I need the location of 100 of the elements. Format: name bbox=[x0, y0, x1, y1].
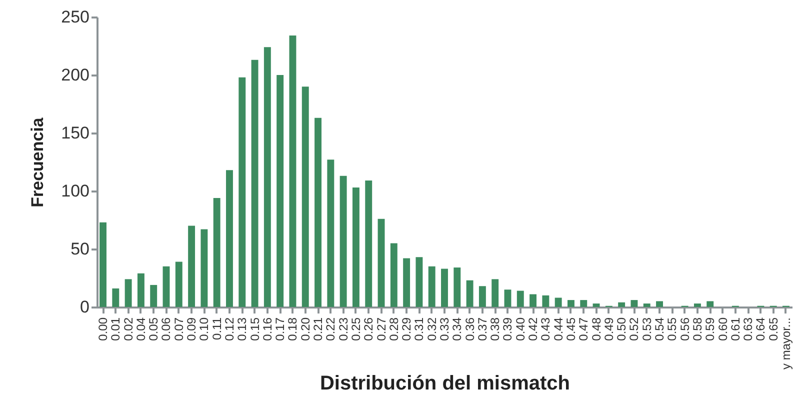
x-tick-label: 0.65 bbox=[766, 317, 780, 341]
bar bbox=[580, 300, 588, 307]
x-tick-label: 0.06 bbox=[159, 317, 174, 341]
x-tick-label: 0.11 bbox=[210, 317, 224, 340]
bar bbox=[175, 262, 182, 307]
bar bbox=[441, 268, 448, 307]
y-tick-label: 250 bbox=[61, 8, 90, 26]
bar bbox=[568, 300, 574, 307]
bar bbox=[643, 304, 650, 307]
bar bbox=[100, 222, 106, 307]
x-tick-label: 0.42 bbox=[526, 317, 540, 341]
bar bbox=[706, 301, 714, 307]
x-tick-label: 0.63 bbox=[741, 317, 756, 341]
bar bbox=[226, 170, 233, 307]
x-tick-label: 0.44 bbox=[551, 317, 566, 341]
bar bbox=[516, 290, 524, 307]
y-tick-label: 200 bbox=[61, 66, 90, 84]
x-tick-label: 0.26 bbox=[362, 317, 376, 341]
bar bbox=[592, 304, 600, 307]
bar bbox=[454, 268, 461, 307]
bar bbox=[264, 47, 271, 307]
bar bbox=[630, 300, 638, 307]
bar bbox=[542, 295, 550, 307]
x-tick-label: 0.34 bbox=[450, 317, 464, 341]
bar bbox=[390, 243, 398, 307]
x-tick-label: 0.56 bbox=[678, 317, 692, 341]
bar bbox=[188, 226, 196, 307]
bar bbox=[162, 266, 170, 307]
x-tick-label: 0.04 bbox=[134, 317, 148, 341]
bar bbox=[213, 198, 220, 307]
x-tick-label: 0.60 bbox=[716, 317, 730, 341]
x-tick-label: 0.50 bbox=[614, 317, 629, 341]
bar bbox=[352, 188, 360, 307]
x-tick-label: 0.02 bbox=[121, 317, 136, 341]
x-tick-label: 0.16 bbox=[260, 317, 274, 341]
x-tick-label: 0.21 bbox=[311, 317, 326, 341]
bar bbox=[403, 258, 410, 307]
bar bbox=[378, 218, 385, 307]
x-tick-label: 0.01 bbox=[108, 317, 123, 341]
x-tick-label: 0.13 bbox=[235, 317, 250, 341]
x-tick-label: 0.58 bbox=[690, 317, 704, 341]
bar bbox=[112, 288, 120, 307]
bar bbox=[504, 290, 512, 307]
x-tick-label: 0.48 bbox=[589, 317, 604, 341]
x-tick-label: 0.39 bbox=[500, 317, 515, 341]
x-tick-label: 0.15 bbox=[248, 317, 262, 341]
x-tick-label: 0.18 bbox=[286, 317, 300, 341]
bar bbox=[327, 160, 334, 307]
x-tick-label: 0.29 bbox=[400, 317, 414, 341]
x-tick-label: 0.45 bbox=[564, 317, 578, 341]
x-tick-label: 0.40 bbox=[513, 317, 528, 341]
x-tick-label: 0.36 bbox=[462, 317, 477, 341]
y-tick-label: 150 bbox=[61, 124, 90, 142]
bar bbox=[150, 284, 158, 307]
bar bbox=[340, 176, 347, 307]
x-tick-label: 0.20 bbox=[298, 317, 312, 341]
x-tick-label: 0.37 bbox=[475, 317, 490, 341]
x-tick-label: 0.52 bbox=[627, 317, 642, 341]
x-tick-label: 0.17 bbox=[273, 317, 288, 341]
x-tick-label: 0.61 bbox=[728, 317, 742, 341]
bar bbox=[416, 257, 423, 307]
y-axis-title: Frecuencia bbox=[28, 117, 48, 208]
bar bbox=[251, 60, 258, 307]
x-tick-label: 0.53 bbox=[640, 317, 654, 341]
bar bbox=[365, 180, 372, 307]
x-tick-label: 0.12 bbox=[222, 317, 236, 341]
x-tick-label: 0.32 bbox=[424, 317, 439, 341]
x-tick-label: 0.23 bbox=[336, 317, 350, 341]
bar bbox=[492, 279, 499, 307]
x-tick-label: 0.22 bbox=[324, 317, 338, 341]
bar bbox=[428, 266, 436, 307]
bar bbox=[238, 77, 246, 307]
bar bbox=[554, 298, 562, 307]
bar bbox=[656, 301, 663, 307]
x-tick-label: 0.07 bbox=[172, 317, 186, 341]
x-tick-label: 0.54 bbox=[652, 317, 667, 341]
x-tick-label: 0.25 bbox=[348, 317, 363, 341]
bar bbox=[694, 304, 701, 307]
bar bbox=[289, 36, 296, 307]
bar bbox=[314, 118, 322, 307]
x-tick-label: 0.64 bbox=[754, 317, 768, 341]
x-tick-label: 0.59 bbox=[703, 317, 718, 341]
x-tick-label: 0.31 bbox=[412, 317, 426, 341]
y-tick-label: 50 bbox=[70, 240, 90, 258]
bar bbox=[276, 75, 284, 307]
bar bbox=[200, 229, 208, 307]
bar bbox=[478, 286, 486, 307]
x-tick-label: 0.09 bbox=[184, 317, 199, 341]
x-tick-label: 0.55 bbox=[665, 317, 680, 341]
bar bbox=[302, 86, 309, 307]
x-tick-label: 0.33 bbox=[438, 317, 452, 341]
x-tick-label: 0.00 bbox=[96, 317, 110, 341]
x-tick-label: 0.05 bbox=[146, 317, 161, 341]
y-tick-label: 100 bbox=[61, 182, 90, 200]
x-tick-label: 0.27 bbox=[374, 317, 388, 341]
bar bbox=[124, 279, 132, 307]
x-tick-label: 0.43 bbox=[538, 317, 553, 341]
x-tick-label: 0.28 bbox=[386, 317, 401, 341]
x-tick-label: 0.49 bbox=[602, 317, 616, 341]
y-tick-label: 0 bbox=[80, 298, 90, 316]
